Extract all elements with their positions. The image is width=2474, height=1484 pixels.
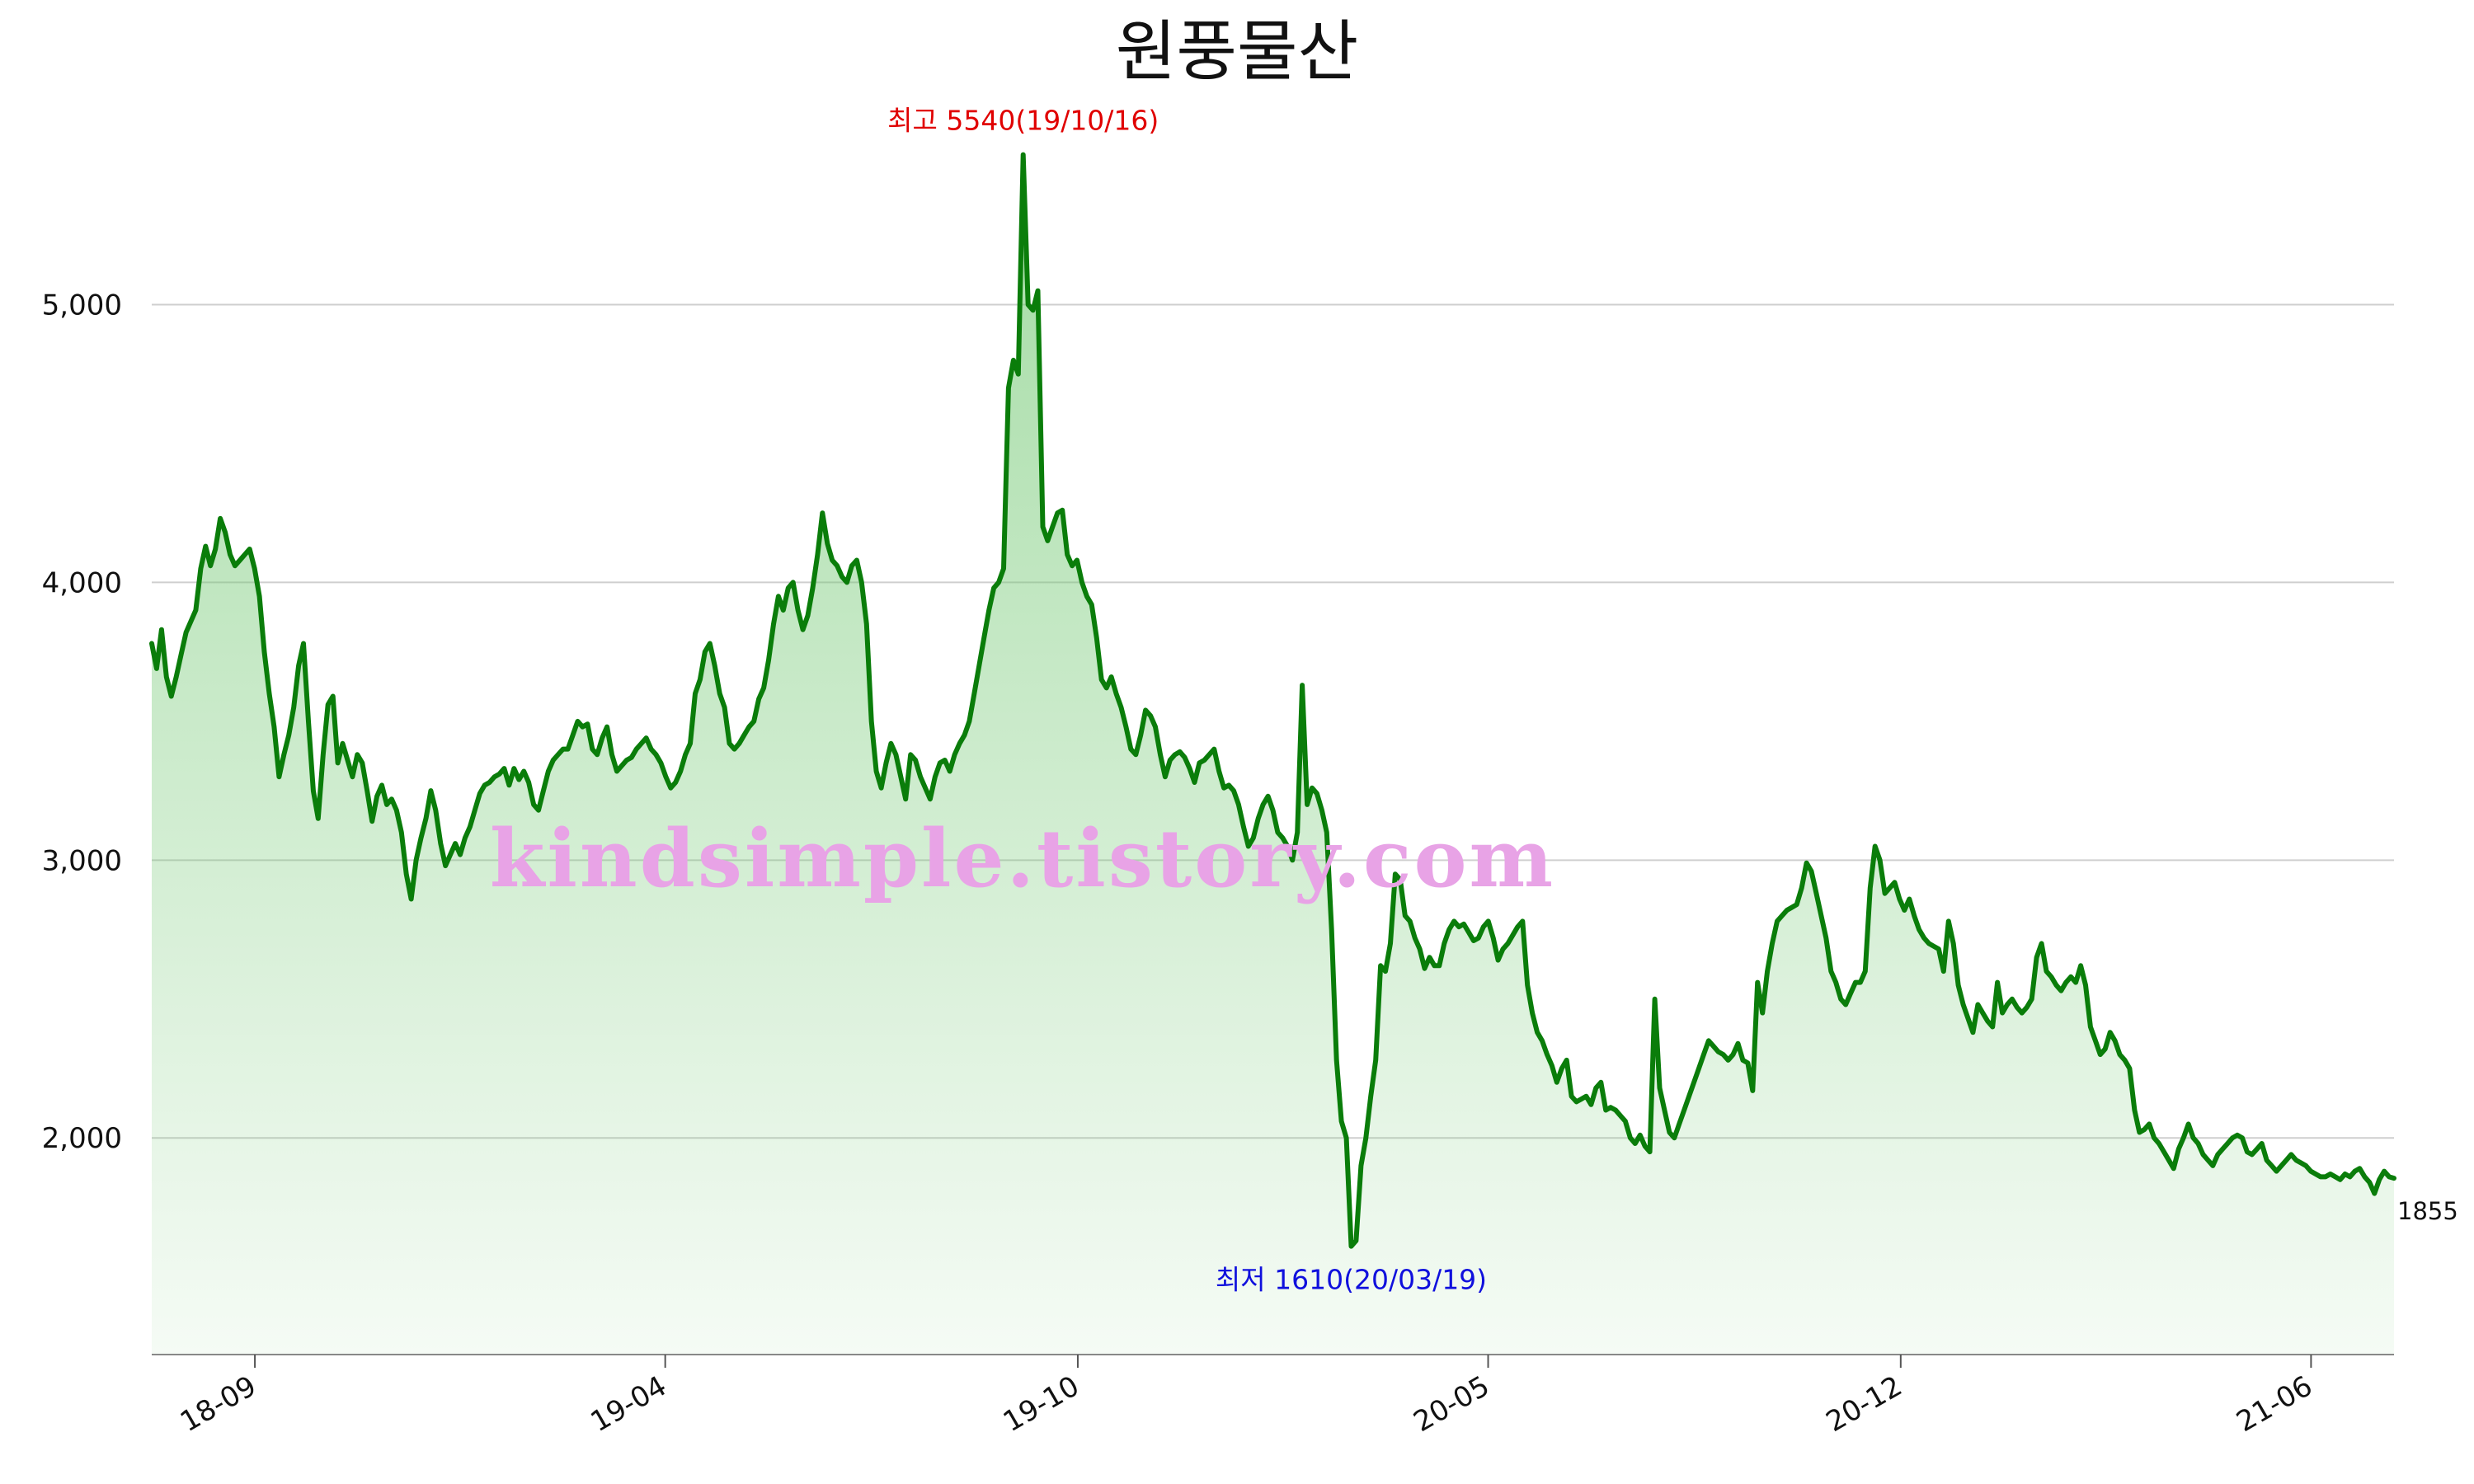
x-tick-label: 20-12 (1821, 1369, 1908, 1439)
x-axis: 18-09 19-04 19-10 20-05 20-12 21-06 (175, 1355, 2318, 1439)
y-tick-label: 3,000 (42, 844, 122, 877)
x-tick-label: 21-06 (2231, 1369, 2318, 1439)
x-tick-label: 19-04 (586, 1369, 673, 1439)
chart-title: 원풍물산 (1116, 13, 1358, 90)
y-tick-label: 5,000 (42, 289, 122, 322)
high-annotation: 최고 5540(19/10/16) (887, 105, 1159, 137)
price-area (152, 154, 2394, 1355)
y-tick-label: 2,000 (42, 1122, 122, 1155)
x-tick-label: 18-09 (175, 1369, 262, 1439)
low-annotation: 최저 1610(20/03/19) (1216, 1264, 1487, 1296)
y-axis: 2,000 3,000 4,000 5,000 (42, 289, 122, 1156)
x-tick-label: 19-10 (998, 1369, 1085, 1439)
price-line (149, 152, 2396, 1249)
watermark: kindsimple.tistory.com (490, 812, 1555, 905)
last-price-label: 1855 (2397, 1197, 2458, 1225)
x-tick-label: 20-05 (1408, 1369, 1495, 1439)
y-tick-label: 4,000 (42, 566, 122, 599)
